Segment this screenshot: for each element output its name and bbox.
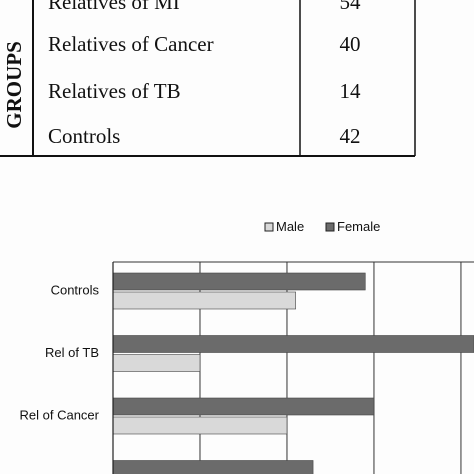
legend-label: Male [276,219,304,234]
legend-label: Female [337,219,380,234]
row-value: 54 [340,0,362,14]
bar [112,397,375,416]
bar [112,416,288,435]
row-label: Relatives of MI [48,0,180,14]
row-label: Controls [48,124,120,148]
legend-swatch [325,222,335,232]
y-tick-label: Controls [51,282,100,297]
y-tick-label: Rel of Cancer [20,407,100,422]
bar [112,335,474,353]
bar [112,354,201,372]
row-label: Relatives of Cancer [48,32,214,56]
row-value: 40 [340,32,361,56]
legend-swatch [264,222,274,232]
bar [112,272,366,291]
row-label: Relatives of TB [48,79,181,103]
bar [112,460,314,474]
row-header: GROUPS [2,41,26,129]
y-tick-label: Rel of TB [45,345,99,360]
row-value: 14 [340,79,362,103]
row-value: 42 [340,124,361,148]
bar [112,291,296,310]
